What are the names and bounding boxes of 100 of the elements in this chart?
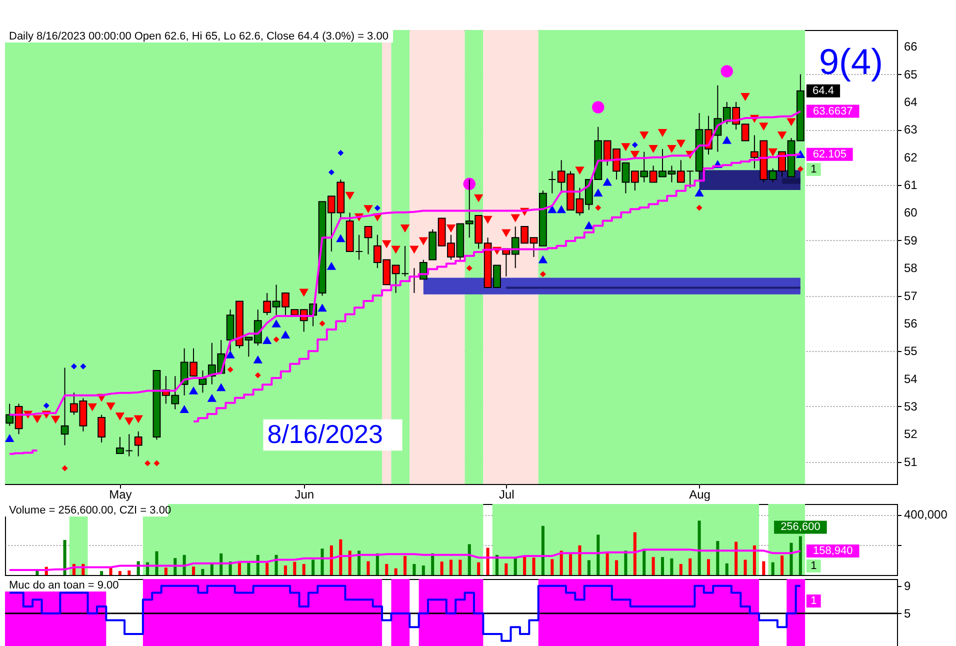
y-tick-label: 9	[904, 578, 911, 593]
point	[280, 330, 290, 339]
point	[336, 234, 346, 242]
point	[43, 402, 50, 409]
y-tick-label: 400,000	[904, 508, 948, 522]
bar	[514, 557, 517, 575]
bar	[615, 560, 618, 575]
bar	[716, 541, 720, 575]
point	[50, 416, 60, 424]
point	[144, 460, 151, 466]
bar	[790, 542, 793, 575]
bar	[358, 550, 361, 575]
bar	[606, 552, 609, 575]
y-tick-label: 58	[904, 261, 918, 276]
annotation: 1	[810, 163, 817, 176]
candlestick	[134, 430, 142, 457]
point	[632, 142, 638, 148]
point	[483, 216, 492, 224]
annotation: 8/16/2023	[267, 418, 383, 449]
point	[797, 166, 804, 172]
bar	[284, 565, 287, 575]
bar	[560, 550, 563, 575]
point	[216, 383, 226, 392]
point	[253, 355, 262, 364]
bar	[266, 562, 269, 575]
bar	[201, 568, 204, 575]
point	[180, 404, 189, 413]
bar	[706, 559, 710, 575]
data-label: 158,940	[812, 544, 853, 557]
y-tick-label: 64	[904, 94, 918, 109]
point	[62, 465, 68, 472]
point	[602, 178, 612, 186]
bar	[468, 544, 471, 575]
point	[374, 205, 380, 211]
point	[640, 131, 649, 140]
point	[740, 93, 750, 101]
point	[227, 366, 234, 373]
bar	[36, 570, 39, 575]
bar	[504, 563, 508, 575]
y-tick-label: 59	[904, 233, 918, 248]
bar	[633, 532, 636, 575]
bar	[404, 556, 407, 575]
point	[621, 143, 630, 152]
point	[134, 415, 143, 424]
point	[262, 336, 272, 344]
point	[463, 178, 476, 190]
point	[273, 336, 280, 342]
bar	[477, 562, 480, 575]
point	[584, 221, 594, 230]
bar	[422, 565, 425, 575]
bar	[302, 564, 306, 575]
bar	[762, 561, 766, 575]
y-tick-label: 5	[904, 606, 911, 620]
y-tick-label: 60	[904, 206, 918, 220]
data-label: 256,600	[780, 521, 820, 534]
point	[575, 166, 584, 175]
point	[188, 386, 198, 394]
bar	[752, 545, 756, 575]
data-label: 63.6637	[812, 105, 853, 118]
point	[326, 262, 336, 270]
y-tick-label: 66	[904, 40, 918, 54]
candlestick	[364, 226, 372, 255]
bar	[293, 562, 296, 575]
point	[106, 402, 116, 410]
candlestick	[548, 170, 556, 194]
bar	[578, 545, 582, 575]
bar	[550, 559, 554, 575]
x-tick-label: Jun	[294, 488, 314, 502]
point	[154, 460, 160, 466]
candlestick	[60, 367, 69, 446]
annotation: 1	[810, 595, 817, 607]
bar	[688, 558, 692, 575]
point	[474, 194, 484, 202]
data-label: 62.105	[812, 148, 846, 160]
point	[594, 188, 603, 196]
point	[759, 122, 768, 131]
point	[382, 240, 392, 248]
bar	[725, 563, 728, 575]
x-tick-label: Jul	[499, 488, 514, 502]
bar	[541, 526, 544, 575]
point	[777, 131, 787, 140]
y-tick-label: 52	[904, 427, 918, 442]
bar	[780, 556, 784, 575]
y-tick-label: 62	[904, 150, 918, 164]
point	[364, 205, 373, 214]
annotation: 64.4	[812, 84, 834, 97]
point	[648, 145, 658, 154]
bar	[771, 562, 774, 575]
bar	[486, 548, 490, 575]
bar	[652, 557, 655, 575]
bar	[192, 566, 196, 575]
point	[318, 304, 327, 312]
bar	[100, 571, 104, 575]
chart-title: Volume = 256,600.00, CZI = 3.00	[9, 504, 172, 516]
point	[446, 224, 456, 232]
candlestick	[98, 414, 106, 443]
y-tick-label: 63	[904, 122, 918, 137]
point	[630, 150, 640, 159]
point	[538, 255, 548, 264]
point	[319, 320, 326, 326]
